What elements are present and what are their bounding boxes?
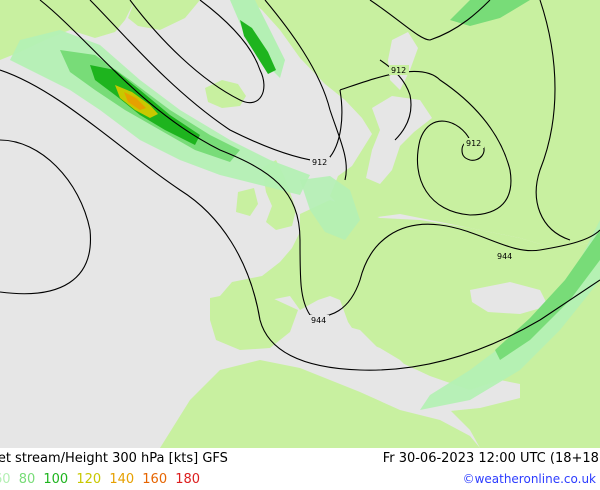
- jet-norway-100: [240, 20, 276, 74]
- map-footer: Jet stream/Height 300 hPa [kts] GFS Fr 3…: [0, 448, 600, 490]
- contour-label: 944: [311, 316, 326, 325]
- land-ireland: [236, 188, 258, 216]
- sea-bothnia: [388, 32, 418, 90]
- sea-baltic: [366, 96, 432, 184]
- jet-band-140: [124, 92, 146, 110]
- legend-item: 80: [18, 472, 36, 487]
- legend-item: 160: [142, 472, 168, 487]
- legend-item: 60: [0, 472, 11, 487]
- contour-line: [0, 69, 600, 371]
- contour-line: [369, 0, 491, 41]
- land-iceland: [205, 80, 246, 108]
- contour-line: [89, 0, 343, 163]
- contour-label: 912: [466, 139, 481, 148]
- map-title: Jet stream/Height 300 hPa [kts] GFS: [0, 451, 228, 466]
- jet-central: [300, 176, 360, 240]
- sea-black: [470, 282, 548, 314]
- jet-southeast-60: [420, 220, 600, 410]
- contour-label: 912: [312, 158, 327, 167]
- legend-item: 100: [43, 472, 69, 487]
- credit-link[interactable]: ©weatheronline.co.uk: [462, 472, 596, 486]
- jet-northeast: [450, 0, 530, 26]
- jet-southeast-80: [495, 230, 600, 360]
- contour-label: 912: [391, 66, 406, 75]
- contour-line: [129, 0, 265, 104]
- contour-labels: 912 912 912 944 944: [309, 65, 515, 325]
- contour-label: 944: [497, 252, 512, 261]
- land-africa: [160, 360, 480, 448]
- land-greenland-east: [128, 0, 200, 30]
- legend-item: 140: [109, 472, 135, 487]
- contour-line: [0, 139, 92, 295]
- color-legend: 60 80 100 120 140 160 180: [0, 472, 204, 487]
- weather-map: 912 912 912 944 944: [0, 0, 600, 448]
- contour-line: [535, 0, 571, 241]
- land-iberia: [210, 292, 298, 350]
- contour-line: [339, 70, 512, 216]
- legend-item: 180: [175, 472, 201, 487]
- height-contours: [0, 0, 600, 371]
- contour-line: [264, 0, 347, 181]
- legend-item: 120: [76, 472, 102, 487]
- land-italy: [352, 300, 402, 352]
- forecast-datetime: Fr 30-06-2023 12:00 UTC (18+18): [382, 451, 600, 466]
